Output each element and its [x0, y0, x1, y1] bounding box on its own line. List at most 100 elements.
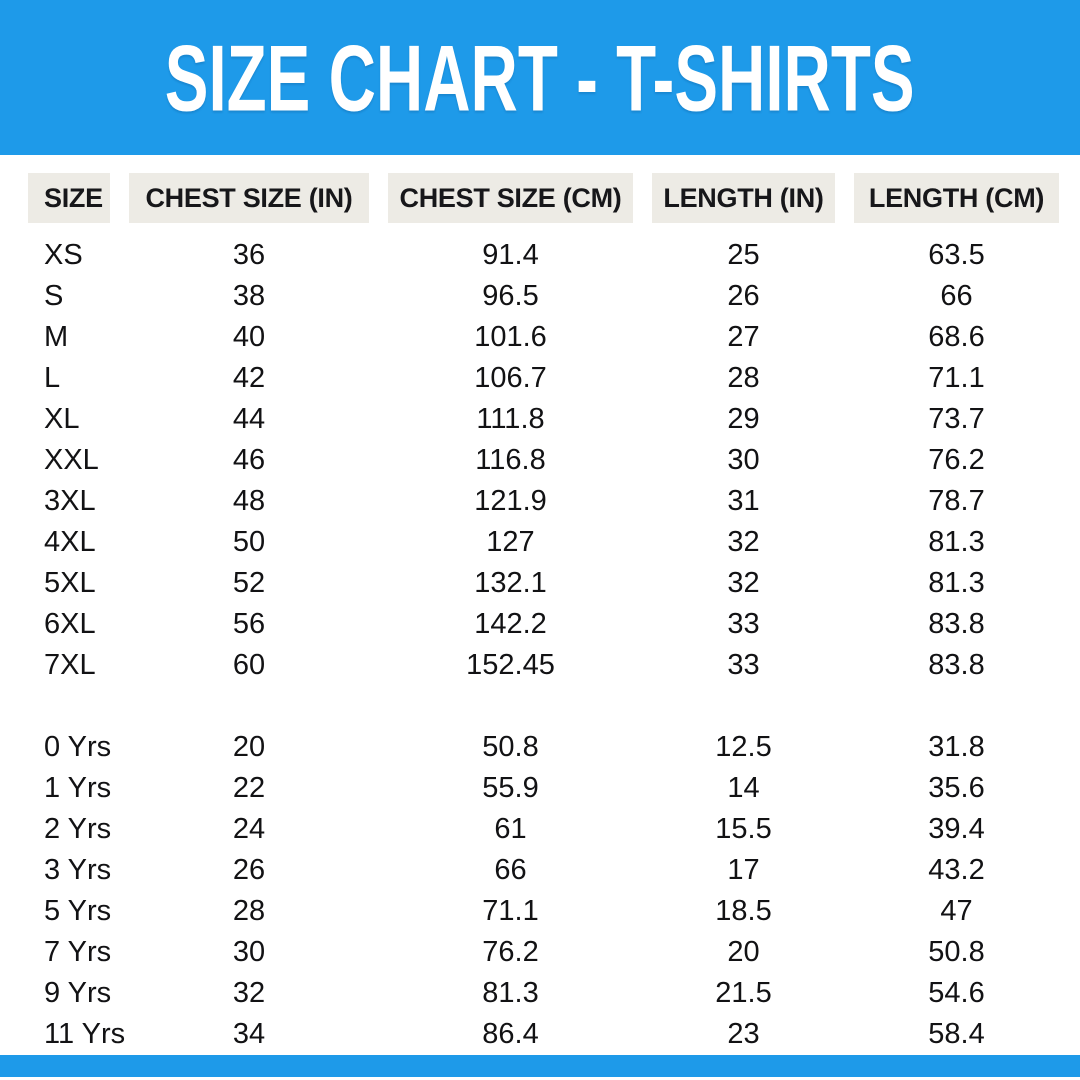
length-in-cell: 27 [727, 321, 760, 353]
footer-bar [0, 1055, 1080, 1077]
size-cell: XL [44, 403, 80, 435]
length-cm-cell: 66 [940, 280, 973, 312]
length-cm-cell: 71.1 [928, 362, 985, 394]
size-cell: XS [44, 239, 83, 271]
length-in-cell: 20 [727, 936, 760, 968]
chest-in-cell: 50 [232, 526, 266, 558]
table-row: 7XL 60 152.45 33 83.8 [0, 645, 1080, 686]
chest-cm-cell: 76.2 [482, 936, 539, 968]
length-cm-cell: 47 [940, 895, 973, 927]
length-in-cell: 29 [727, 403, 760, 435]
table-header-row: SIZE CHEST SIZE (IN) CHEST SIZE (CM) LEN… [0, 173, 1080, 223]
chest-cm-cell: 152.45 [466, 649, 555, 681]
table-row: M 40 101.6 27 68.6 [0, 317, 1080, 358]
size-cell: 5XL [44, 567, 96, 599]
size-cell: 11 Yrs [44, 1018, 126, 1050]
table-row: XS 36 91.4 25 63.5 [0, 235, 1080, 276]
chest-in-cell: 36 [232, 239, 266, 271]
table-row: 5 Yrs 28 71.1 18.5 47 [0, 891, 1080, 932]
length-cm-cell: 83.8 [928, 649, 985, 681]
chest-cm-cell: 111.8 [476, 403, 545, 435]
length-in-cell: 18.5 [715, 895, 772, 927]
chest-cm-cell: 132.1 [474, 567, 547, 599]
chest-in-cell: 24 [232, 813, 266, 845]
chest-cm-cell: 55.9 [482, 772, 539, 804]
chest-cm-cell: 91.4 [482, 239, 539, 271]
length-in-cell: 15.5 [715, 813, 772, 845]
table-row: 4XL 50 127 32 81.3 [0, 522, 1080, 563]
chest-in-cell: 34 [232, 1018, 266, 1050]
chest-cm-cell: 71.1 [482, 895, 539, 927]
table-row: 6XL 56 142.2 33 83.8 [0, 604, 1080, 645]
length-in-cell: 21.5 [715, 977, 772, 1009]
chest-in-cell: 52 [232, 567, 266, 599]
length-cm-cell: 43.2 [928, 854, 985, 886]
length-cm-cell: 81.3 [928, 526, 985, 558]
table-row: L 42 106.7 28 71.1 [0, 358, 1080, 399]
table-row: S 38 96.5 26 66 [0, 276, 1080, 317]
length-cm-cell: 76.2 [928, 444, 985, 476]
chest-cm-cell: 50.8 [482, 731, 539, 763]
length-in-cell: 23 [727, 1018, 760, 1050]
size-table: SIZE CHEST SIZE (IN) CHEST SIZE (CM) LEN… [0, 155, 1080, 1055]
chest-in-cell: 42 [232, 362, 266, 394]
chest-cm-cell: 61 [494, 813, 527, 845]
table-row: 0 Yrs 20 50.8 12.5 31.8 [0, 727, 1080, 768]
length-cm-cell: 54.6 [928, 977, 985, 1009]
chest-cm-cell: 66 [494, 854, 527, 886]
section-kids: 0 Yrs 20 50.8 12.5 31.8 1 Yrs 22 55.9 14 35.6 2 Yr… [0, 727, 1080, 1055]
chest-cm-cell: 96.5 [482, 280, 539, 312]
size-cell: 5 Yrs [44, 895, 112, 927]
length-in-cell: 33 [727, 649, 760, 681]
header-cell-size: SIZE [28, 173, 110, 223]
length-cm-cell: 83.8 [928, 608, 985, 640]
size-cell: 2 Yrs [44, 813, 112, 845]
length-cm-cell: 39.4 [928, 813, 985, 845]
table-row: 11 Yrs 34 86.4 23 58.4 [0, 1014, 1080, 1055]
size-cell: 3XL [44, 485, 96, 517]
chest-in-cell: 60 [232, 649, 266, 681]
table-row: 1 Yrs 22 55.9 14 35.6 [0, 768, 1080, 809]
chest-in-cell: 44 [232, 403, 266, 435]
size-cell: 4XL [44, 526, 96, 558]
size-cell: 9 Yrs [44, 977, 112, 1009]
length-in-cell: 14 [727, 772, 760, 804]
chest-cm-cell: 101.6 [474, 321, 547, 353]
section-gap [0, 686, 1080, 727]
table-row: 9 Yrs 32 81.3 21.5 54.6 [0, 973, 1080, 1014]
length-cm-cell: 73.7 [928, 403, 985, 435]
chest-in-cell: 26 [232, 854, 266, 886]
size-cell: M [44, 321, 69, 353]
table-row: 3 Yrs 26 66 17 43.2 [0, 850, 1080, 891]
header-cell-length-in: LENGTH (IN) [652, 173, 835, 223]
chest-in-cell: 46 [232, 444, 266, 476]
length-cm-cell: 68.6 [928, 321, 985, 353]
header-cell-length-cm: LENGTH (CM) [854, 173, 1059, 223]
length-in-cell: 25 [727, 239, 760, 271]
chest-cm-cell: 116.8 [475, 444, 546, 476]
header-cell-chest-in: CHEST SIZE (IN) [129, 173, 369, 223]
section-adult: XS 36 91.4 25 63.5 S 38 96.5 26 66 M 40 101.6 27 68.6 L… [0, 235, 1080, 686]
size-cell: 1 Yrs [44, 772, 112, 804]
size-cell: 6XL [44, 608, 96, 640]
length-in-cell: 26 [727, 280, 760, 312]
chest-in-cell: 56 [232, 608, 266, 640]
length-cm-cell: 78.7 [928, 485, 985, 517]
length-in-cell: 12.5 [715, 731, 772, 763]
chest-cm-cell: 142.2 [474, 608, 547, 640]
length-cm-cell: 50.8 [928, 936, 985, 968]
chest-in-cell: 22 [232, 772, 266, 804]
length-in-cell: 31 [727, 485, 760, 517]
size-cell: XXL [44, 444, 99, 476]
chest-cm-cell: 127 [486, 526, 535, 558]
chest-cm-cell: 86.4 [482, 1018, 539, 1050]
length-in-cell: 30 [727, 444, 760, 476]
chest-in-cell: 20 [232, 731, 266, 763]
chest-in-cell: 48 [232, 485, 266, 517]
chest-in-cell: 32 [232, 977, 266, 1009]
chest-in-cell: 38 [232, 280, 266, 312]
table-row: XXL 46 116.8 30 76.2 [0, 440, 1080, 481]
chest-cm-cell: 81.3 [482, 977, 539, 1009]
length-cm-cell: 58.4 [928, 1018, 985, 1050]
